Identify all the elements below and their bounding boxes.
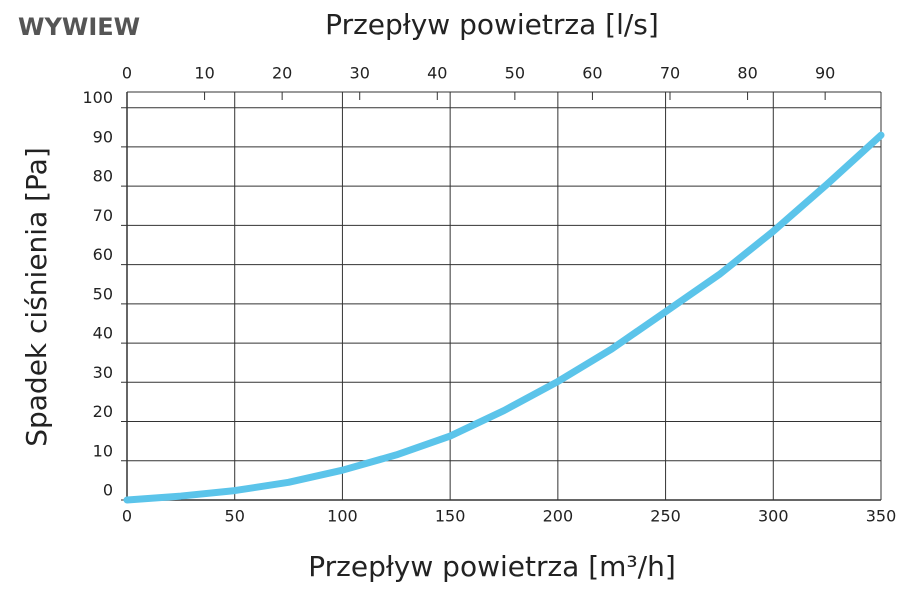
x-tick-label: 0 bbox=[122, 507, 132, 526]
x-tick-label: 50 bbox=[225, 507, 245, 526]
y-tick-label: 80 bbox=[93, 167, 113, 186]
x2-tick-label: 30 bbox=[350, 64, 370, 83]
x2-tick-label: 0 bbox=[122, 64, 132, 83]
x2-tick-label: 60 bbox=[582, 64, 602, 83]
y-tick-label: 70 bbox=[93, 206, 113, 225]
y-tick-label: 0 bbox=[103, 481, 113, 500]
x2-tick-label: 20 bbox=[272, 64, 292, 83]
x2-tick-label: 50 bbox=[505, 64, 525, 83]
x2-axis-title: Przepływ powietrza [l/s] bbox=[325, 8, 659, 41]
y-tick-label: 30 bbox=[93, 363, 113, 382]
x-tick-label: 200 bbox=[543, 507, 574, 526]
y-axis-title: Spadek ciśnienia [Pa] bbox=[20, 147, 53, 447]
section-title: WYWIEW bbox=[18, 13, 140, 41]
x2-tick-label: 90 bbox=[815, 64, 835, 83]
y-tick-label: 20 bbox=[93, 402, 113, 421]
y-tick-label: 60 bbox=[93, 245, 113, 264]
y-tick-label: 10 bbox=[93, 441, 113, 460]
x-tick-label: 250 bbox=[650, 507, 681, 526]
y-tick-label: 90 bbox=[93, 127, 113, 146]
data-line bbox=[123, 131, 885, 504]
x-tick-label: 300 bbox=[758, 507, 789, 526]
x2-tick-label: 70 bbox=[660, 64, 680, 83]
x2-tick-label: 40 bbox=[427, 64, 447, 83]
y-tick-label: 50 bbox=[93, 284, 113, 303]
y-tick-label: 100 bbox=[82, 88, 113, 107]
x2-tick-label: 80 bbox=[737, 64, 757, 83]
x-tick-label: 350 bbox=[866, 507, 897, 526]
x-tick-label: 150 bbox=[435, 507, 466, 526]
x-axis-title: Przepływ powietrza [m³/h] bbox=[308, 550, 676, 583]
x-tick-label: 100 bbox=[327, 507, 358, 526]
x2-tick-label: 10 bbox=[194, 64, 214, 83]
y-tick-label: 40 bbox=[93, 324, 113, 343]
